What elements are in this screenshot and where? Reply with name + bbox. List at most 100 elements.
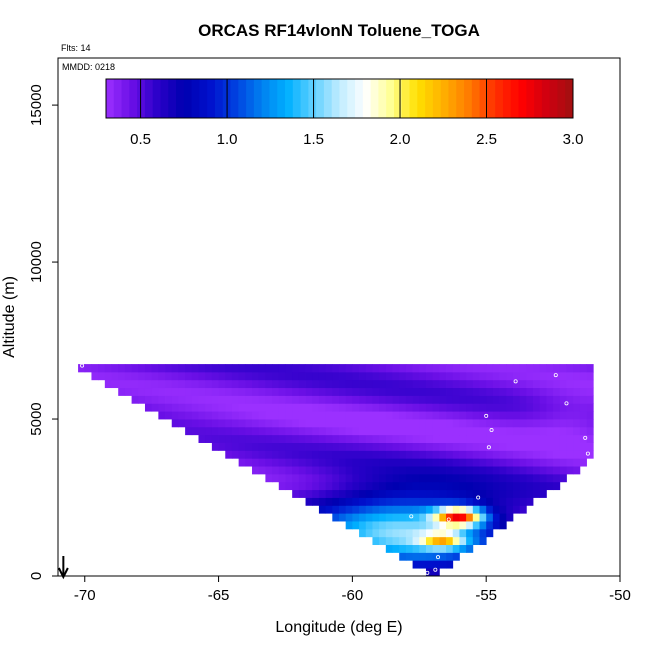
- heatmap-cell: [419, 442, 427, 451]
- heatmap-cell: [325, 411, 333, 420]
- heatmap-cell: [546, 458, 554, 467]
- flight-track-point: [489, 428, 494, 433]
- heatmap-cell: [198, 371, 206, 381]
- heatmap-cell: [298, 419, 306, 428]
- heatmap-cell: [446, 497, 454, 506]
- flight-track-layer: [80, 363, 590, 575]
- heatmap-cell: [138, 364, 146, 373]
- heatmap-cell: [305, 387, 313, 396]
- heatmap-cell: [278, 395, 286, 404]
- heatmap-cell: [566, 411, 574, 420]
- heatmap-cell: [466, 466, 474, 475]
- heatmap-cell: [385, 411, 393, 420]
- heatmap-cell: [479, 521, 487, 530]
- heatmap-cell: [486, 411, 494, 420]
- heatmap-cell: [452, 458, 460, 467]
- heatmap-cell: [579, 419, 587, 428]
- heatmap-cell: [466, 528, 474, 538]
- heatmap-cell: [439, 521, 447, 530]
- heatmap-cell: [553, 403, 561, 412]
- heatmap-cell: [372, 497, 380, 506]
- heatmap-cell: [425, 419, 434, 428]
- heatmap-cell: [305, 497, 313, 506]
- heatmap-cell: [566, 450, 574, 459]
- heatmap-cell: [499, 419, 507, 428]
- heatmap-cell: [526, 403, 534, 412]
- heatmap-cell: [459, 395, 467, 404]
- heatmap-cell: [285, 387, 293, 396]
- colorbar-tick-label: 3.0: [563, 131, 584, 148]
- heatmap-cell: [459, 387, 467, 396]
- heatmap-cell: [526, 434, 534, 443]
- heatmap-cell: [432, 544, 440, 553]
- heatmap-cell: [412, 458, 420, 467]
- heatmap-cell: [479, 466, 487, 475]
- heatmap-cell: [432, 458, 440, 467]
- heatmap-cell: [392, 513, 400, 522]
- heatmap-cell: [425, 466, 434, 475]
- heatmap-cell: [472, 513, 480, 522]
- heatmap-cell: [392, 434, 400, 443]
- heatmap-cell: [452, 442, 460, 451]
- heatmap-cell: [352, 489, 360, 498]
- heatmap-cell: [399, 481, 407, 491]
- heatmap-cell: [312, 458, 320, 467]
- heatmap-cell: [285, 364, 293, 373]
- heatmap-cell: [419, 364, 427, 373]
- heatmap-cell: [559, 442, 567, 451]
- heatmap-cell: [118, 387, 126, 396]
- heatmap-cell: [499, 411, 507, 420]
- heatmap-cell: [345, 442, 353, 451]
- heatmap-cell: [272, 450, 280, 459]
- heatmap-cell: [425, 403, 434, 412]
- heatmap-cell: [185, 426, 193, 436]
- heatmap-cell: [432, 473, 440, 483]
- heatmap-cell: [332, 419, 340, 428]
- heatmap-cell: [446, 536, 454, 546]
- heatmap-cell: [459, 489, 467, 498]
- heatmap-cell: [526, 419, 534, 428]
- heatmap-cell: [245, 419, 253, 428]
- heatmap-cell: [318, 419, 327, 428]
- heatmap-cell: [379, 497, 387, 506]
- heatmap-cell: [486, 364, 494, 373]
- colorbar-segment: [285, 79, 294, 118]
- heatmap-cell: [318, 426, 327, 436]
- heatmap-cell: [526, 458, 534, 467]
- heatmap-cell: [519, 489, 527, 498]
- heatmap-cell: [472, 458, 480, 467]
- heatmap-cell: [245, 387, 253, 396]
- heatmap-cell: [506, 513, 514, 522]
- heatmap-cell: [278, 371, 286, 381]
- heatmap-cell: [439, 442, 447, 451]
- heatmap-cell: [425, 521, 434, 530]
- heatmap-cell: [359, 473, 367, 483]
- heatmap-cell: [399, 521, 407, 530]
- heatmap-cell: [325, 379, 333, 389]
- heatmap-cell: [231, 371, 240, 381]
- heatmap-cell: [439, 544, 447, 553]
- heatmap-cell: [506, 434, 514, 443]
- heatmap-cell: [205, 395, 213, 404]
- heatmap-cell: [412, 387, 420, 396]
- heatmap-cell: [412, 442, 420, 451]
- heatmap-cell: [486, 513, 494, 522]
- heatmap-cell: [205, 426, 213, 436]
- heatmap-cell: [332, 513, 340, 522]
- heatmap-cell: [539, 419, 547, 428]
- heatmap-cell: [359, 505, 367, 514]
- heatmap-cell: [446, 473, 454, 483]
- heatmap-cell: [405, 403, 413, 412]
- heatmap-cell: [439, 419, 447, 428]
- heatmap-cell: [332, 434, 340, 443]
- heatmap-cell: [486, 419, 494, 428]
- heatmap-cell: [459, 513, 467, 522]
- heatmap-cell: [539, 442, 547, 451]
- heatmap-cell: [352, 419, 360, 428]
- heatmap-cell: [285, 379, 293, 389]
- heatmap-cell: [519, 505, 527, 514]
- heatmap-cell: [573, 466, 581, 475]
- heatmap-cell: [472, 426, 480, 436]
- heatmap-cell: [512, 458, 521, 467]
- heatmap-cell: [499, 513, 507, 522]
